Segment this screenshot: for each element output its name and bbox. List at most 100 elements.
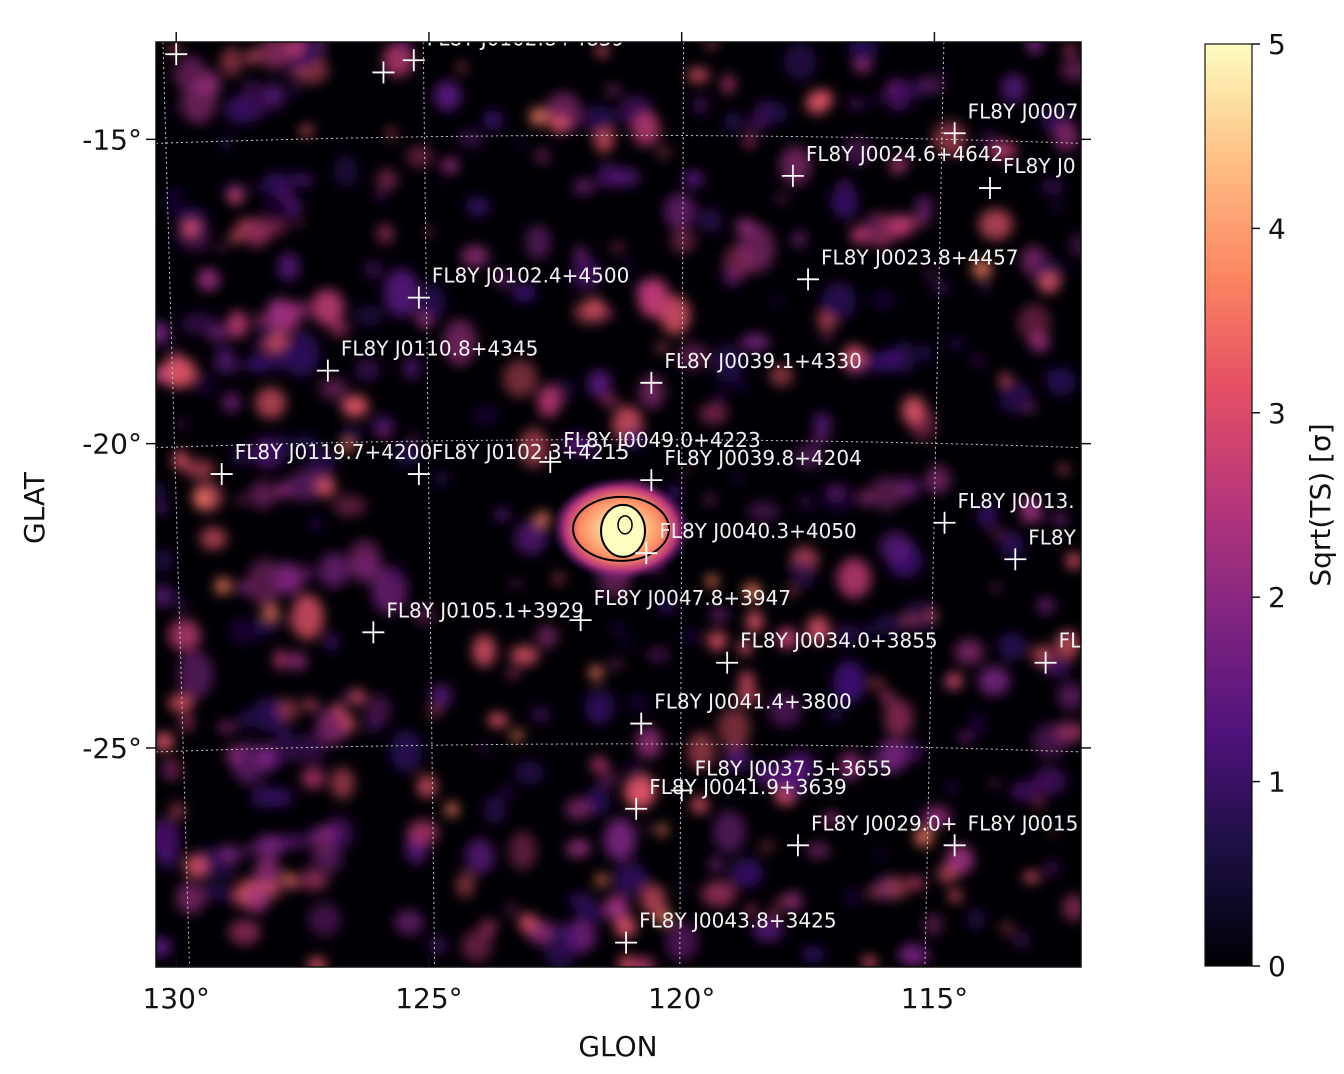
emission-blob <box>682 170 705 188</box>
source-label: FL8Y J0034.0+3855 <box>740 629 937 653</box>
x-tick-label: 120° <box>648 982 715 1015</box>
emission-spot <box>193 490 212 508</box>
emission-blob <box>262 172 292 195</box>
emission-blob <box>376 168 398 191</box>
emission-blob <box>824 811 839 826</box>
emission-blob <box>222 392 241 413</box>
emission-spot <box>586 297 604 315</box>
emission-blob <box>255 387 287 419</box>
emission-blob <box>1042 369 1055 379</box>
emission-blob <box>870 678 885 688</box>
emission-blob <box>187 53 198 68</box>
emission-blob <box>175 882 206 915</box>
emission-blob <box>812 431 829 445</box>
emission-blob <box>946 780 957 796</box>
emission-blob <box>657 145 670 159</box>
emission-blob <box>508 831 537 871</box>
emission-blob <box>713 810 746 853</box>
emission-blob <box>968 710 988 737</box>
emission-blob <box>626 760 643 782</box>
emission-blob <box>238 710 255 728</box>
emission-blob <box>303 698 317 711</box>
emission-blob <box>870 476 903 511</box>
source-label: FL8Y J0 <box>1003 154 1076 178</box>
emission-blob <box>229 230 242 243</box>
emission-blob <box>253 617 279 636</box>
emission-blob <box>216 844 241 866</box>
emission-spot <box>914 827 934 847</box>
emission-blob <box>531 706 551 723</box>
emission-blob <box>959 731 972 745</box>
emission-blob <box>843 136 874 167</box>
emission-blob <box>739 224 775 273</box>
emission-blob <box>156 548 173 573</box>
emission-blob <box>1033 796 1045 810</box>
emission-spot <box>948 889 962 903</box>
emission-blob <box>604 817 636 862</box>
emission-blob <box>686 67 710 83</box>
emission-blob <box>776 627 798 650</box>
emission-blob <box>835 624 860 645</box>
emission-blob <box>886 84 896 93</box>
emission-blob <box>438 178 448 185</box>
emission-blob <box>203 882 230 901</box>
emission-spot <box>946 672 963 689</box>
emission-blob <box>156 937 173 958</box>
emission-blob <box>440 158 460 173</box>
emission-blob <box>1023 871 1040 883</box>
emission-blob <box>536 624 558 649</box>
emission-blob <box>537 385 561 418</box>
emission-blob <box>217 721 236 734</box>
emission-spot <box>510 729 524 742</box>
emission-blob <box>1039 514 1048 522</box>
emission-blob <box>332 494 367 517</box>
emission-blob <box>197 268 220 291</box>
source-marker: FL8Y J0039.1+4330 <box>640 349 862 394</box>
emission-spot <box>614 915 637 939</box>
emission-spot <box>972 259 992 279</box>
emission-blob <box>224 97 256 125</box>
emission-spot <box>341 440 354 453</box>
source-label: FL8Y J0037.5+3655 <box>695 757 892 781</box>
emission-blob <box>340 712 356 734</box>
emission-blob <box>1009 781 1040 802</box>
emission-blob <box>156 321 171 345</box>
emission-blob <box>393 442 421 466</box>
emission-blob <box>932 120 967 156</box>
emission-blob <box>311 518 321 532</box>
emission-blob <box>613 862 649 896</box>
emission-blob <box>1054 630 1081 659</box>
emission-blob <box>172 450 189 470</box>
emission-spot <box>842 345 866 369</box>
colorbar-tick-label: 1 <box>1268 766 1286 799</box>
emission-blob <box>505 901 517 917</box>
coordinate-grid <box>156 42 1081 967</box>
emission-blob <box>681 628 702 643</box>
emission-blob <box>165 186 184 208</box>
emission-blob <box>333 154 358 188</box>
emission-blob <box>1057 682 1081 711</box>
emission-spot <box>690 796 709 814</box>
emission-blob <box>609 242 626 253</box>
source-label: FL8Y J0110.8+4345 <box>341 337 538 361</box>
source-catalog-overlay: FL8Y J0102.8+4839 FL8Y J0007 FL8Y J0024.6+… <box>165 42 1081 954</box>
emission-blob <box>604 894 629 921</box>
emission-blob <box>461 930 493 962</box>
emission-blob <box>784 891 803 912</box>
emission-blob <box>240 587 250 596</box>
emission-spot <box>184 854 209 878</box>
source-marker: FL8Y J0043.8+3425 <box>615 909 837 954</box>
grid-lat-line <box>156 134 1081 144</box>
emission-blob <box>169 802 186 820</box>
emission-spot <box>307 956 326 967</box>
emission-blob <box>298 869 329 891</box>
emission-blob <box>918 343 932 362</box>
emission-blob <box>164 206 181 216</box>
emission-blob <box>828 488 844 498</box>
emission-blob <box>670 229 695 254</box>
emission-blob <box>280 834 303 848</box>
emission-blob <box>329 320 349 338</box>
emission-blob <box>198 71 222 97</box>
emission-blob <box>273 649 288 670</box>
emission-blob <box>821 282 857 321</box>
